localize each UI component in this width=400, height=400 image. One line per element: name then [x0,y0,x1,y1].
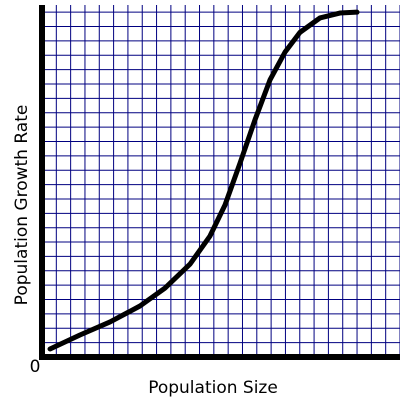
x-axis-label: Population Size [148,378,278,398]
x-axis [39,354,400,360]
grid [41,5,400,358]
y-axis-label: Population Growth Rate [12,105,32,306]
origin-label: 0 [30,357,41,377]
curve [47,9,360,352]
y-axis [39,5,45,360]
